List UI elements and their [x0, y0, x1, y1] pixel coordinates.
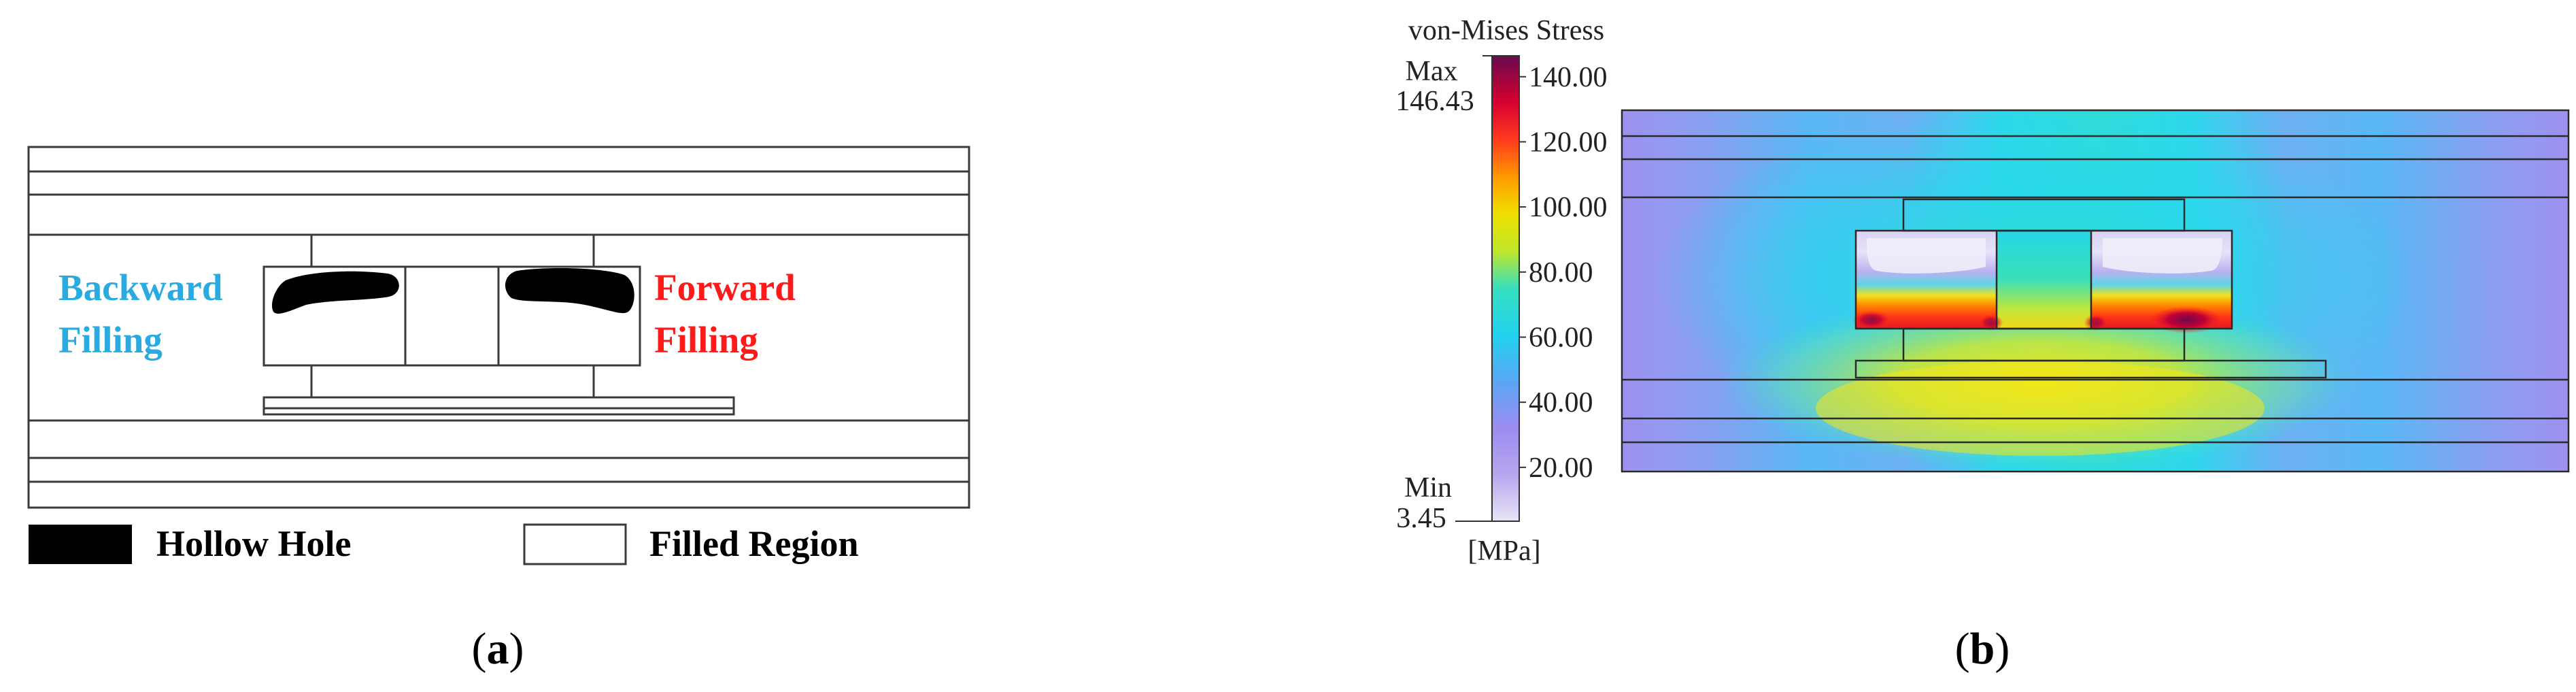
hollow-hole-right: [505, 268, 634, 314]
backward-filling-label-line2: Filling: [58, 319, 163, 361]
panel-b-outlines: [1621, 109, 2570, 473]
hollow-hole-left: [272, 271, 399, 314]
panel-a-frame: [27, 146, 970, 509]
colorbar-tick-label: 140.00: [1529, 62, 1608, 93]
colorbar-title: von-Mises Stress: [1408, 15, 1604, 46]
colorbar-tick-label: 120.00: [1529, 127, 1608, 158]
colorbar-tick-label: 20.00: [1529, 452, 1593, 484]
colorbar-tick-label: 80.00: [1529, 257, 1593, 289]
min-label: Min: [1404, 472, 1452, 504]
unit-label: [MPa]: [1468, 536, 1540, 567]
min-value: 3.45: [1396, 503, 1446, 534]
forward-filling-label-line1: Forward: [654, 267, 796, 308]
caption-b: (b): [1955, 624, 2010, 674]
colorbar-tick-label: 40.00: [1529, 387, 1593, 418]
colorbar: [1491, 55, 1520, 522]
colorbar-tick-label: 100.00: [1529, 192, 1608, 223]
panel-a: [27, 146, 970, 509]
chip-bottom-pad: [310, 364, 595, 399]
max-label: Max: [1406, 56, 1458, 87]
chip-top-pad: [310, 233, 595, 268]
forward-filling-label-line2: Filling: [654, 319, 758, 361]
legend-swatch-hollow: [29, 525, 132, 564]
colorbar-tick-label: 60.00: [1529, 322, 1593, 353]
legend-swatch-filled: [523, 523, 627, 565]
backward-filling-label-line1: Backward: [58, 267, 222, 308]
colorbar-ticks: 140.00 120.00 100.00 80.00 60.00 40.00 20.00: [1519, 62, 1608, 484]
caption-a: (a): [472, 624, 524, 674]
substrate-strip: [262, 396, 735, 416]
legend-label-filled: Filled Region: [649, 523, 859, 564]
max-value: 146.43: [1395, 86, 1474, 117]
legend-label-hollow: Hollow Hole: [156, 523, 351, 564]
stress-field: [1622, 110, 2569, 472]
